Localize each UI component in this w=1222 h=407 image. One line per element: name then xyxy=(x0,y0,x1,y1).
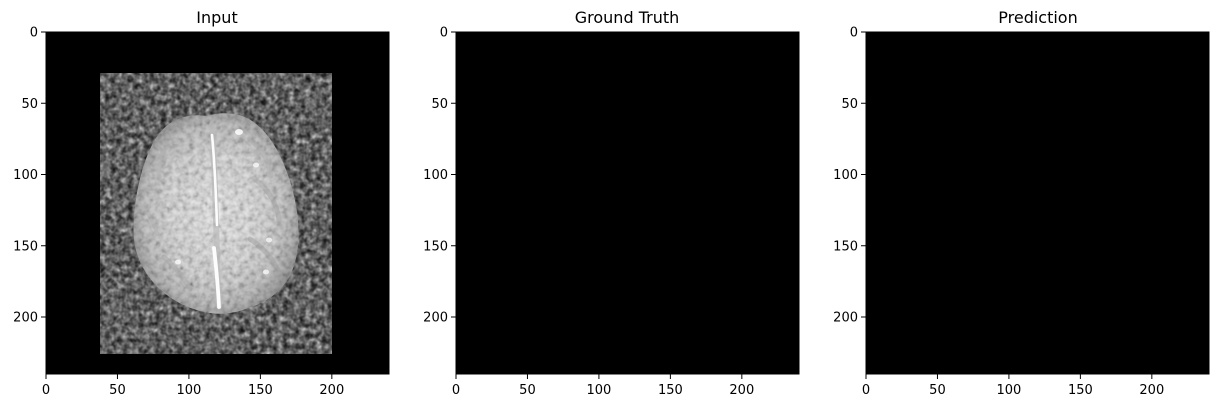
input-y-tick-label-2: 100 xyxy=(13,168,38,183)
input-y-tick-label-3: 150 xyxy=(13,239,38,254)
prediction-x-tick-label-0: 0 xyxy=(862,383,870,398)
axes: 0 50 100 150 200 0 50 100 150 200 0 50 100 150 200 0 50 1… xyxy=(13,26,1164,399)
ground-truth-panel-title: Ground Truth xyxy=(575,8,680,27)
ground-truth-y-tick-label-0: 0 xyxy=(440,26,448,41)
prediction-y-tick-label-4: 200 xyxy=(833,311,858,326)
prediction-panel: Prediction xyxy=(865,8,1210,375)
input-y-tick-label-1: 50 xyxy=(21,97,38,112)
input-x-tick-label-4: 200 xyxy=(319,383,344,398)
ground-truth-panel: Ground Truth xyxy=(455,8,800,375)
input-axes: 0 50 100 150 200 0 50 100 150 200 xyxy=(13,26,344,399)
ground-truth-x-tick-label-0: 0 xyxy=(452,383,460,398)
prediction-x-tick-label-3: 150 xyxy=(1068,383,1093,398)
input-panel: Input xyxy=(45,8,390,375)
ground-truth-axes: 0 50 100 150 200 0 50 100 150 200 xyxy=(423,26,754,399)
prediction-x-tick-label-4: 200 xyxy=(1139,383,1164,398)
ground-truth-image-area xyxy=(455,31,800,375)
input-x-tick-label-0: 0 xyxy=(42,383,50,398)
input-y-tick-label-0: 0 xyxy=(30,26,38,41)
input-panel-title: Input xyxy=(196,8,237,27)
prediction-image-area xyxy=(865,31,1210,375)
prediction-y-tick-label-0: 0 xyxy=(850,26,858,41)
ground-truth-x-tick-label-2: 100 xyxy=(587,383,612,398)
brain-mri-image xyxy=(133,113,299,314)
ground-truth-y-tick-label-4: 200 xyxy=(423,311,448,326)
input-x-tick-label-3: 150 xyxy=(248,383,273,398)
prediction-y-tick-label-3: 150 xyxy=(833,239,858,254)
prediction-x-tick-label-1: 50 xyxy=(929,383,946,398)
input-x-tick-label-1: 50 xyxy=(109,383,126,398)
prediction-panel-title: Prediction xyxy=(998,8,1077,27)
ground-truth-y-tick-label-1: 50 xyxy=(431,97,448,112)
prediction-axes: 0 50 100 150 200 0 50 100 150 200 xyxy=(833,26,1164,399)
ground-truth-x-tick-label-3: 150 xyxy=(658,383,683,398)
ground-truth-x-tick-label-1: 50 xyxy=(519,383,536,398)
ground-truth-x-tick-label-4: 200 xyxy=(729,383,754,398)
ground-truth-y-tick-label-3: 150 xyxy=(423,239,448,254)
input-x-tick-label-2: 100 xyxy=(177,383,202,398)
prediction-y-tick-label-2: 100 xyxy=(833,168,858,183)
prediction-y-tick-label-1: 50 xyxy=(841,97,858,112)
prediction-x-tick-label-2: 100 xyxy=(997,383,1022,398)
ground-truth-y-tick-label-2: 100 xyxy=(423,168,448,183)
input-y-tick-label-4: 200 xyxy=(13,311,38,326)
